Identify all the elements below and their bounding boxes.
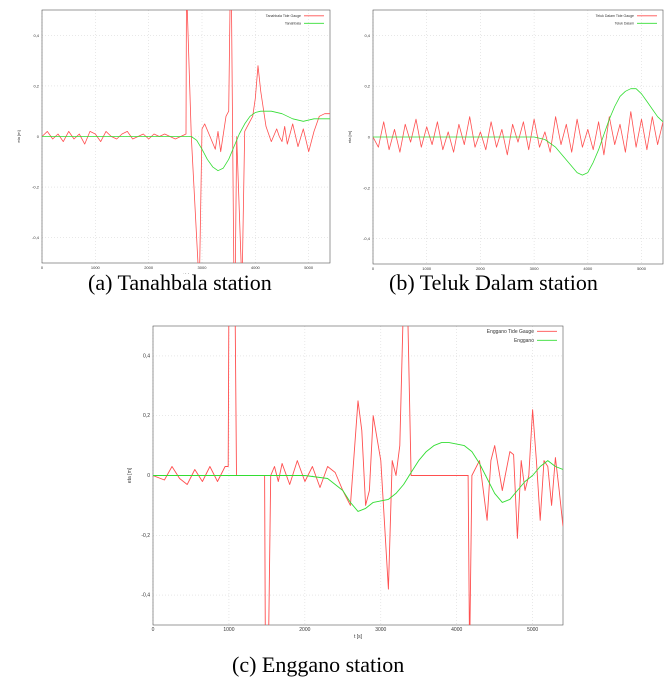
y-tick-label: -0,2 <box>363 185 371 190</box>
x-axis-label: t [s] <box>354 634 363 640</box>
y-tick-label: -0,2 <box>141 533 150 539</box>
chart-teluk-dalam: 0 1000 2000 3000 4000 5000 -0,4 -0,2 0 0,2 0,4 t [s… <box>347 9 664 274</box>
x-tick-label: 5000 <box>637 266 647 271</box>
series-line <box>42 10 330 263</box>
y-tick-label: 0,2 <box>33 83 39 88</box>
series-group <box>153 326 563 625</box>
series-line <box>373 111 663 156</box>
x-tick-label: 5000 <box>527 627 538 633</box>
y-axis-label: eta [m] <box>347 131 352 143</box>
y-tick-label: 0,2 <box>143 413 150 419</box>
y-tick-label: 0,4 <box>33 33 39 38</box>
x-tick-label: 2000 <box>144 265 154 270</box>
legend-label: Enggano <box>514 338 534 344</box>
x-tick-label: 4000 <box>583 266 593 271</box>
x-tick-label: 0 <box>41 265 44 270</box>
x-tick-label: 4000 <box>251 265 261 270</box>
y-axis-label: eta [m] <box>127 467 133 483</box>
y-tick-label: 0 <box>368 135 371 140</box>
y-tick-label: 0,4 <box>143 353 150 359</box>
legend-label: Tanahbala Tide Gauge <box>266 14 301 18</box>
y-tick-label: 0 <box>147 473 150 479</box>
x-tick-label: 5000 <box>304 265 314 270</box>
x-axis-label: t [s] <box>515 273 521 274</box>
y-tick-label: -0,2 <box>32 185 40 190</box>
x-axis-label: t [s] <box>183 272 189 274</box>
x-tick-label: 3000 <box>530 266 540 271</box>
x-tick-label: 3000 <box>198 265 208 270</box>
x-tick-label: 2000 <box>299 627 310 633</box>
caption-b: (b) Teluk Dalam station <box>389 270 598 295</box>
series-group <box>42 10 330 263</box>
y-tick-label: 0 <box>37 134 40 139</box>
x-tick-label: 0 <box>152 627 155 633</box>
x-tick-label: 0 <box>372 266 375 271</box>
y-tick-label: -0,4 <box>32 235 40 240</box>
series-line <box>42 110 330 172</box>
legend-label: Teluk Dalam Tide Gauge <box>596 14 634 18</box>
chart-enggano: 0 1000 2000 3000 4000 5000 -0,4 -0,2 0 0,2 0,4 t [s… <box>127 325 564 640</box>
series-line <box>373 88 663 176</box>
series-line <box>153 326 563 625</box>
y-tick-label: -0,4 <box>363 236 371 241</box>
chart-tanahbala: 0 1000 2000 3000 4000 5000 -0,4 -0,2 0 0,2 0,4 t [s… <box>16 9 331 274</box>
legend-label: Tanahbala <box>285 22 301 26</box>
legend-label: Teluk Dalam <box>615 22 634 26</box>
x-tick-label: 2000 <box>476 266 486 271</box>
caption-a: (a) Tanahbala station <box>88 270 272 295</box>
series-line <box>153 442 563 512</box>
x-tick-label: 1000 <box>223 627 234 633</box>
y-axis-label: eta [m] <box>16 130 21 142</box>
y-tick-label: -0,4 <box>141 593 150 599</box>
x-tick-label: 4000 <box>451 627 462 633</box>
caption-c: (c) Enggano station <box>232 652 405 677</box>
series-group <box>373 88 663 176</box>
legend-label: Enggano Tide Gauge <box>487 329 534 335</box>
y-tick-label: 0,2 <box>364 84 370 89</box>
x-tick-label: 3000 <box>375 627 386 633</box>
y-tick-label: 0,4 <box>364 33 370 38</box>
x-tick-label: 1000 <box>91 265 101 270</box>
x-tick-label: 1000 <box>422 266 432 271</box>
